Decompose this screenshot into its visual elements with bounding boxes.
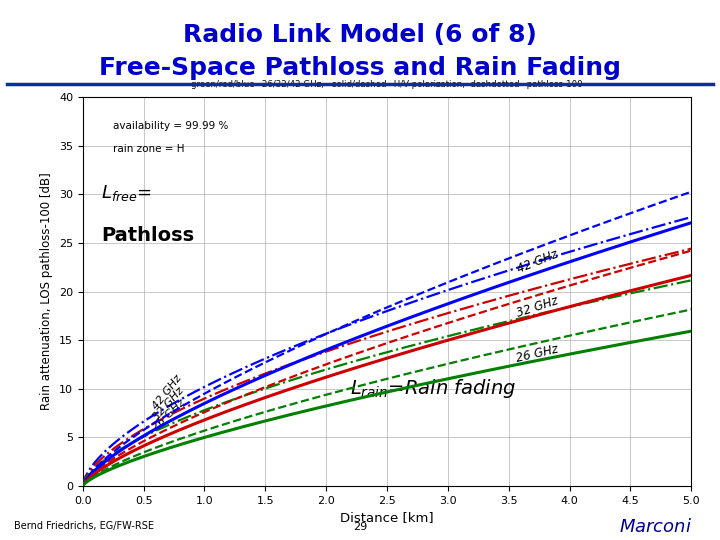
Text: 26 GHz: 26 GHz	[515, 343, 559, 365]
Text: 42 GHz: 42 GHz	[515, 247, 559, 275]
Text: rain zone = H: rain zone = H	[113, 144, 185, 154]
X-axis label: Distance [km]: Distance [km]	[340, 511, 434, 524]
Text: 32 GHz: 32 GHz	[151, 385, 186, 422]
Y-axis label: Rain attenuation, LOS pathloss-100 [dB]: Rain attenuation, LOS pathloss-100 [dB]	[40, 173, 53, 410]
Text: Pathloss: Pathloss	[101, 226, 194, 245]
Text: $\mathit{Marconi}$: $\mathit{Marconi}$	[619, 517, 693, 536]
Text: 42 GHz: 42 GHz	[151, 373, 184, 411]
Text: 29: 29	[353, 522, 367, 531]
Text: Bernd Friedrichs, EG/FW-RSE: Bernd Friedrichs, EG/FW-RSE	[14, 522, 154, 531]
Text: green/red/blue=26/32/42 GHz,   solid/dashed=H/V polarization,  dashdotted=pathlo: green/red/blue=26/32/42 GHz, solid/dashe…	[192, 79, 582, 89]
Text: 26 GHz: 26 GHz	[151, 397, 187, 432]
Text: Radio Link Model (6 of 8): Radio Link Model (6 of 8)	[183, 23, 537, 47]
Text: availability = 99.99 %: availability = 99.99 %	[113, 120, 228, 131]
Text: Free-Space Pathloss and Rain Fading: Free-Space Pathloss and Rain Fading	[99, 56, 621, 79]
Text: $L_{free}$=: $L_{free}$=	[101, 183, 152, 202]
Text: $L_{rain}$=Rain fading: $L_{rain}$=Rain fading	[351, 377, 517, 400]
Text: 32 GHz: 32 GHz	[515, 294, 559, 320]
